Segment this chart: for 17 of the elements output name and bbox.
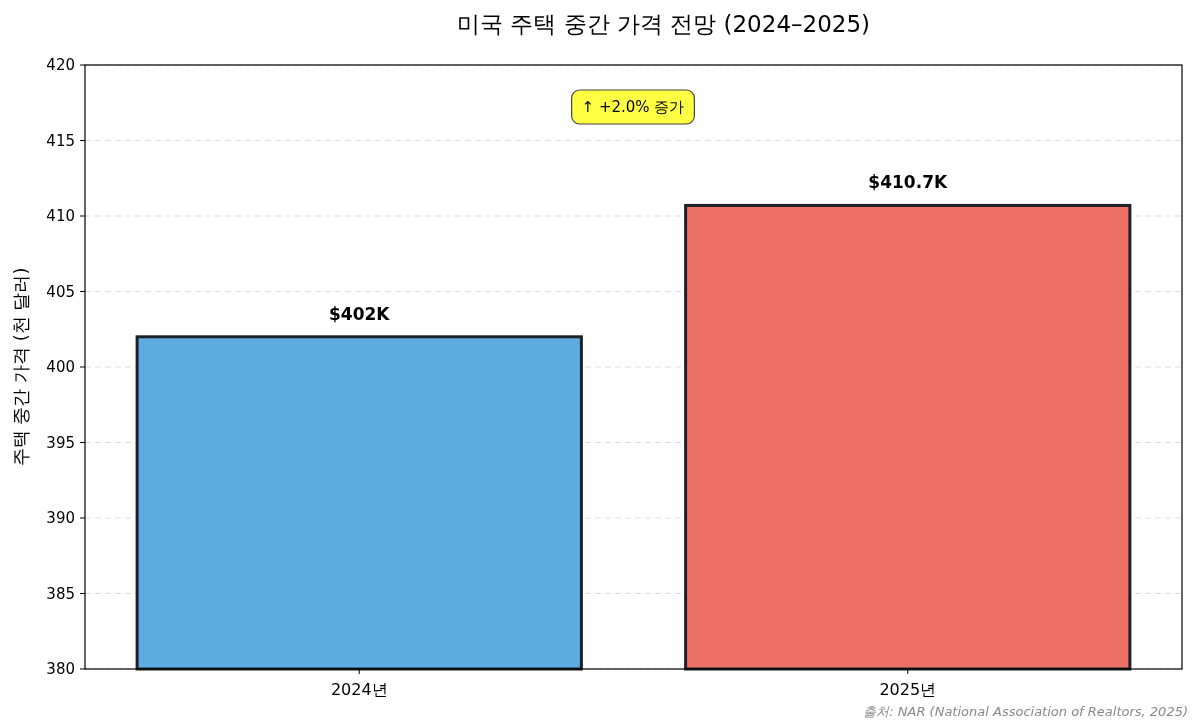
y-tick-label: 380 bbox=[46, 660, 75, 678]
chart-title: 미국 주택 중간 가격 전망 (2024–2025) bbox=[456, 11, 871, 37]
source-note: 출처: NAR (National Association of Realtors, 2025) bbox=[863, 704, 1188, 719]
y-axis-title: 주택 중간 가격 (천 달러) bbox=[10, 267, 31, 467]
y-tick-label: 420 bbox=[46, 56, 75, 74]
data-label: $410.7K bbox=[868, 172, 948, 193]
y-tick-label: 385 bbox=[46, 584, 75, 603]
x-tick-label: 2025년 bbox=[879, 680, 937, 699]
y-tick-label: 390 bbox=[46, 509, 75, 527]
y-tick-label: 400 bbox=[46, 358, 75, 376]
annotation: ↑ +2.0% 증가 bbox=[581, 98, 685, 116]
data-label: $402K bbox=[329, 303, 391, 324]
y-tick-label: 410 bbox=[46, 207, 75, 225]
y-tick-label: 405 bbox=[46, 282, 75, 301]
x-tick-label: 2024년 bbox=[330, 680, 388, 699]
y-tick-label: 415 bbox=[46, 131, 75, 150]
y-tick-label: 395 bbox=[46, 433, 75, 452]
